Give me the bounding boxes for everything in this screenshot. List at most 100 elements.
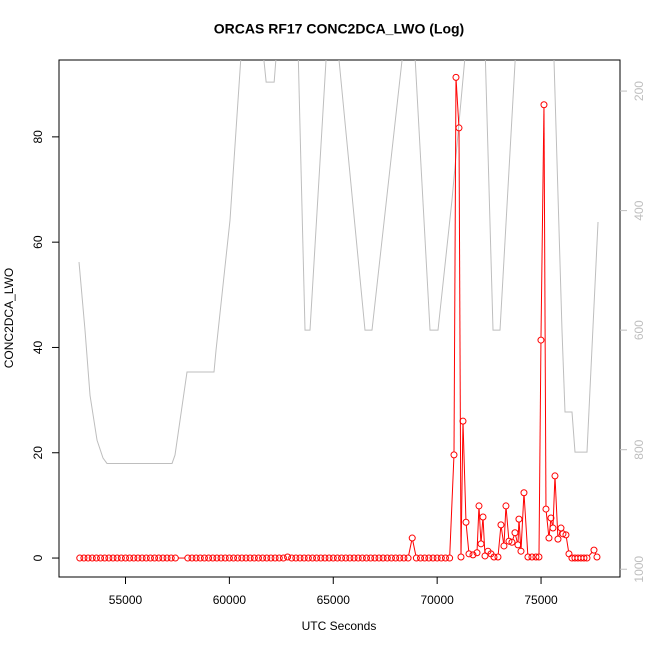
data-point <box>524 553 532 561</box>
data-point <box>537 336 545 344</box>
series-segment <box>538 343 542 554</box>
data-point <box>155 554 163 562</box>
data-point <box>221 554 229 562</box>
x-tick-label: 65000 <box>317 593 351 607</box>
data-point <box>517 547 525 555</box>
data-point <box>151 554 159 562</box>
data-point <box>545 534 553 542</box>
data-point <box>379 554 387 562</box>
data-point <box>350 554 358 562</box>
data-point <box>92 554 100 562</box>
series-segment <box>588 552 593 557</box>
data-point <box>121 554 129 562</box>
data-point <box>554 535 562 543</box>
data-point <box>113 554 121 562</box>
data-point <box>396 554 404 562</box>
data-point <box>230 554 238 562</box>
x-axis-title: UTC Seconds <box>302 619 377 633</box>
data-point <box>465 550 473 558</box>
data-point <box>429 554 437 562</box>
data-point <box>325 554 333 562</box>
series-segment <box>505 508 510 539</box>
data-point <box>514 541 522 549</box>
data-point <box>171 554 179 562</box>
data-point <box>130 554 138 562</box>
series-segment <box>565 537 569 551</box>
data-point <box>528 553 536 561</box>
data-point <box>242 554 250 562</box>
data-point <box>494 553 502 561</box>
data-point <box>500 542 508 550</box>
y-tick-label: 40 <box>31 340 45 354</box>
data-point <box>200 554 208 562</box>
data-point <box>387 554 395 562</box>
y2-tick-label: 600 <box>632 320 646 340</box>
data-point <box>505 537 513 545</box>
data-point <box>457 553 465 561</box>
data-point <box>138 554 146 562</box>
series-segment <box>453 80 457 452</box>
data-point <box>246 554 254 562</box>
data-point <box>217 554 225 562</box>
data-point <box>520 489 528 497</box>
y2-tick-label: 1000 <box>632 556 646 583</box>
data-point <box>565 550 573 558</box>
series-segment <box>558 530 561 537</box>
series-segment <box>523 495 529 555</box>
series-segment <box>458 130 462 554</box>
series-segment <box>552 478 556 526</box>
x-tick-label: 75000 <box>524 593 558 607</box>
data-point <box>209 554 217 562</box>
series-segment <box>543 107 547 507</box>
data-point <box>446 554 454 562</box>
data-point <box>408 534 416 542</box>
data-point <box>205 554 213 562</box>
data-point <box>126 554 134 562</box>
series-segment <box>412 540 417 556</box>
data-point <box>163 554 171 562</box>
series-segment <box>503 508 507 543</box>
data-point <box>188 554 196 562</box>
data-point <box>296 554 304 562</box>
data-point <box>80 554 88 562</box>
data-point <box>583 554 591 562</box>
data-point <box>288 554 296 562</box>
data-point <box>84 554 92 562</box>
data-point <box>473 549 481 557</box>
data-point <box>559 530 567 538</box>
data-point <box>225 554 233 562</box>
data-point <box>421 554 429 562</box>
data-point <box>333 554 341 562</box>
data-point <box>392 554 400 562</box>
data-point <box>263 554 271 562</box>
series-segment <box>478 508 482 541</box>
data-point <box>76 554 84 562</box>
series-segment <box>554 478 559 537</box>
series-segment <box>449 457 455 556</box>
data-point <box>279 554 287 562</box>
data-point <box>146 554 154 562</box>
data-point <box>452 73 460 81</box>
data-point <box>313 554 321 562</box>
data-point <box>375 554 383 562</box>
data-point <box>557 524 565 532</box>
series-segment <box>551 520 553 526</box>
data-point <box>259 554 267 562</box>
data-point <box>213 554 221 562</box>
data-point <box>462 518 470 526</box>
data-point <box>532 553 540 561</box>
series-segment <box>500 527 505 544</box>
data-point <box>346 554 354 562</box>
data-point <box>593 553 601 561</box>
data-point <box>97 554 105 562</box>
data-point <box>275 554 283 562</box>
data-point <box>477 540 485 548</box>
data-point <box>367 554 375 562</box>
series-segment <box>520 495 525 549</box>
data-point <box>535 553 543 561</box>
data-point <box>101 554 109 562</box>
data-point <box>433 554 441 562</box>
data-point <box>580 554 588 562</box>
data-point <box>88 554 96 562</box>
data-point <box>490 553 498 561</box>
